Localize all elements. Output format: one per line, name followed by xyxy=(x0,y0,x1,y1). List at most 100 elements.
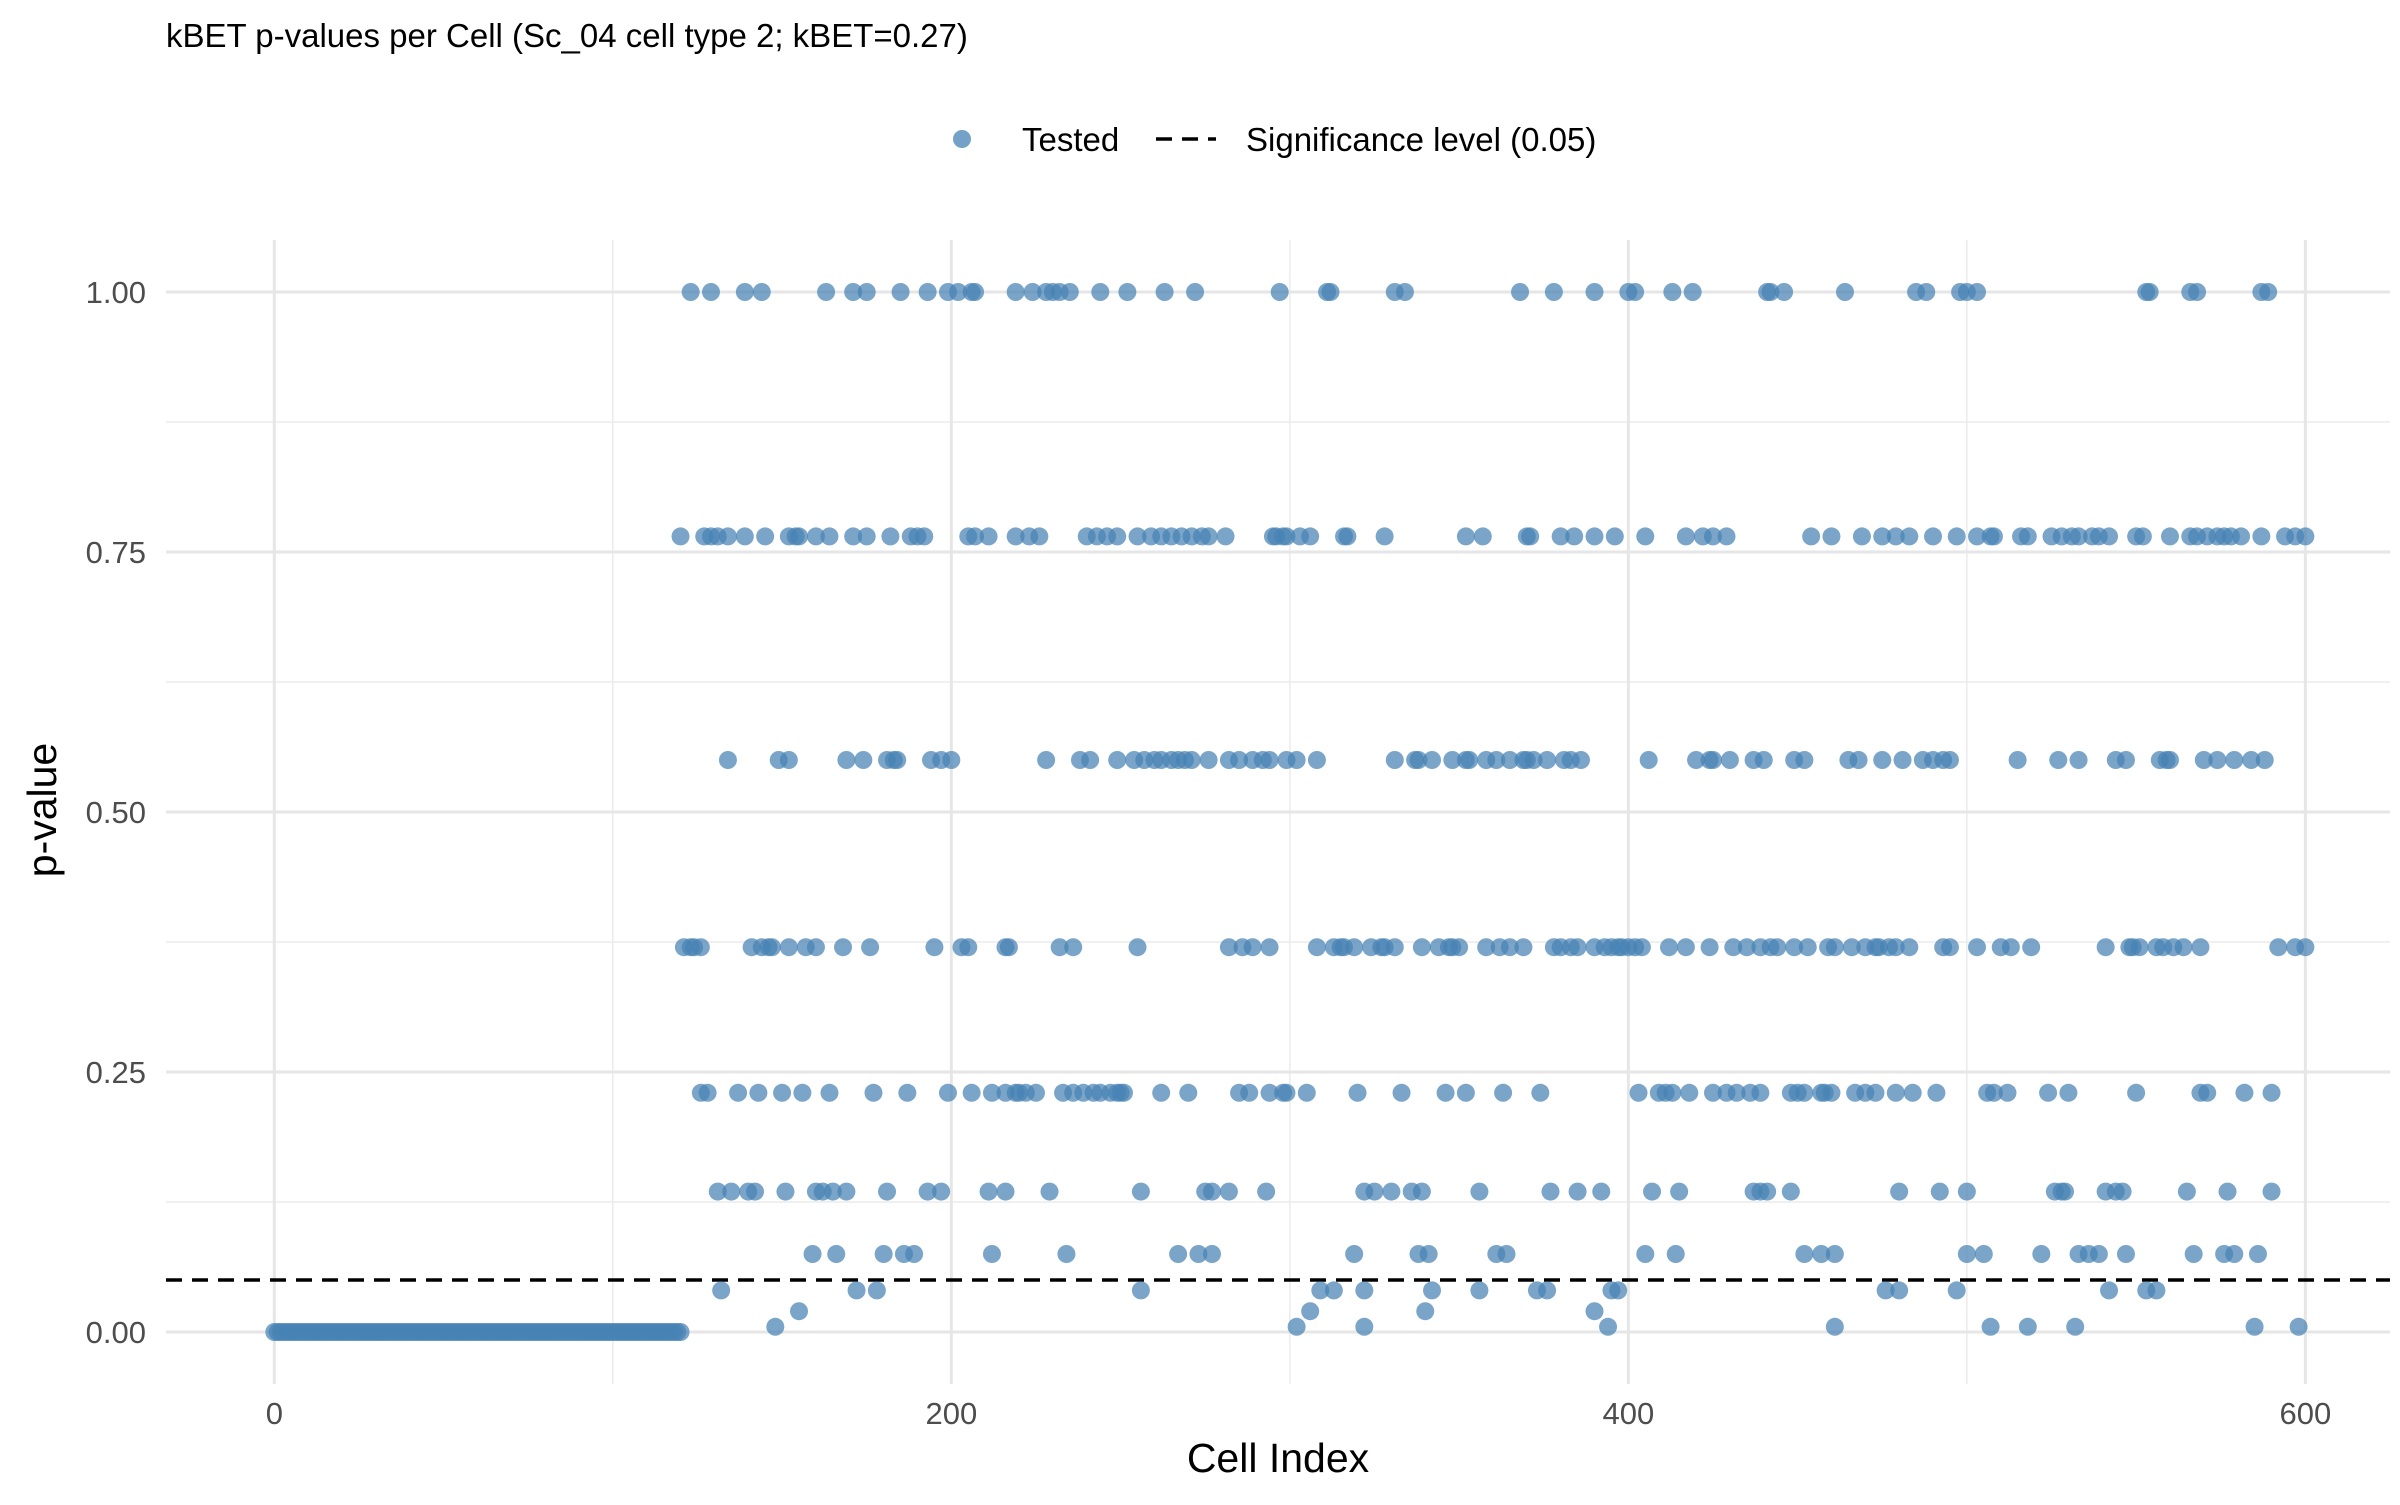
data-point xyxy=(1927,1083,1946,1102)
data-point xyxy=(790,527,809,546)
data-point xyxy=(1984,527,2003,546)
data-point xyxy=(708,1182,727,1201)
data-point xyxy=(1385,938,1404,957)
data-point xyxy=(1152,1083,1171,1102)
data-point xyxy=(1795,751,1814,769)
data-point xyxy=(847,1281,866,1300)
data-point xyxy=(1825,1245,1844,1263)
data-point xyxy=(1873,751,1892,769)
data-point xyxy=(1585,1302,1604,1321)
data-point xyxy=(2160,527,2179,546)
data-point xyxy=(2008,751,2027,769)
data-point xyxy=(1893,751,1912,769)
data-point xyxy=(779,751,798,769)
data-point xyxy=(1118,283,1137,301)
data-point xyxy=(1287,1317,1306,1336)
data-point xyxy=(1643,1182,1662,1201)
data-point xyxy=(1392,1083,1411,1102)
data-point xyxy=(1131,1281,1150,1300)
data-point xyxy=(1443,751,1462,769)
data-point xyxy=(752,283,771,301)
data-point xyxy=(1473,527,1492,546)
data-point xyxy=(1676,527,1695,546)
data-point xyxy=(1497,1245,1516,1263)
data-point xyxy=(1585,283,1604,301)
data-point xyxy=(1260,751,1279,769)
data-point xyxy=(1450,938,1469,957)
data-point xyxy=(1395,283,1414,301)
data-point xyxy=(1436,1083,1455,1102)
data-point xyxy=(2039,1083,2058,1102)
data-point xyxy=(861,938,880,957)
data-point xyxy=(1375,527,1394,546)
data-point xyxy=(749,1083,768,1102)
data-point xyxy=(905,1245,924,1263)
data-point xyxy=(1639,751,1658,769)
data-point xyxy=(1940,938,1959,957)
data-point xyxy=(982,1245,1001,1263)
data-point xyxy=(671,1323,690,1341)
data-point xyxy=(827,1245,846,1263)
data-point xyxy=(1338,527,1357,546)
data-point xyxy=(844,527,863,546)
data-point xyxy=(1683,283,1702,301)
data-point xyxy=(803,1245,822,1263)
data-point xyxy=(837,751,856,769)
data-point xyxy=(779,938,798,957)
data-point xyxy=(2255,751,2274,769)
data-point xyxy=(925,938,944,957)
data-point xyxy=(2174,938,2193,957)
data-point xyxy=(718,751,737,769)
data-point xyxy=(1737,938,1756,957)
data-point xyxy=(2018,1317,2037,1336)
data-point xyxy=(1416,1302,1435,1321)
data-point xyxy=(2001,938,2020,957)
data-point xyxy=(1636,1245,1655,1263)
data-point xyxy=(898,1083,917,1102)
data-point xyxy=(874,1245,893,1263)
data-point xyxy=(949,283,968,301)
data-point xyxy=(1487,751,1506,769)
data-point xyxy=(1866,1083,1885,1102)
data-point xyxy=(2248,1245,2267,1263)
data-point xyxy=(1785,938,1804,957)
data-point xyxy=(1091,283,1110,301)
data-point xyxy=(1659,938,1678,957)
data-point xyxy=(2049,751,2068,769)
data-point xyxy=(2056,1182,2075,1201)
data-point xyxy=(1307,938,1326,957)
data-point xyxy=(2242,751,2261,769)
data-point xyxy=(1345,938,1364,957)
data-point xyxy=(1500,751,1519,769)
data-point xyxy=(982,1083,1001,1102)
data-point xyxy=(2289,1317,2308,1336)
data-point xyxy=(1886,1083,1905,1102)
data-point xyxy=(2191,938,2210,957)
data-point xyxy=(1260,1083,1279,1102)
data-point xyxy=(1057,1245,1076,1263)
data-point xyxy=(2188,283,2207,301)
data-point xyxy=(1321,283,1340,301)
y-tick-label: 0.75 xyxy=(86,535,146,570)
data-point xyxy=(1199,527,1218,546)
data-point xyxy=(712,1281,731,1300)
data-point xyxy=(1037,751,1056,769)
data-point xyxy=(857,527,876,546)
data-point xyxy=(1886,527,1905,546)
data-point xyxy=(1189,1245,1208,1263)
data-point xyxy=(729,1083,748,1102)
data-point xyxy=(962,1083,981,1102)
data-point xyxy=(1751,1083,1770,1102)
data-point xyxy=(1307,751,1326,769)
data-point xyxy=(1270,283,1289,301)
data-point xyxy=(1186,283,1205,301)
data-point xyxy=(1500,938,1519,957)
data-point xyxy=(2147,1281,2166,1300)
data-point xyxy=(691,938,710,957)
data-point xyxy=(1114,1083,1133,1102)
data-point xyxy=(1585,527,1604,546)
data-point xyxy=(844,283,863,301)
data-point xyxy=(1900,938,1919,957)
data-point xyxy=(1470,1182,1489,1201)
data-point xyxy=(878,1182,897,1201)
